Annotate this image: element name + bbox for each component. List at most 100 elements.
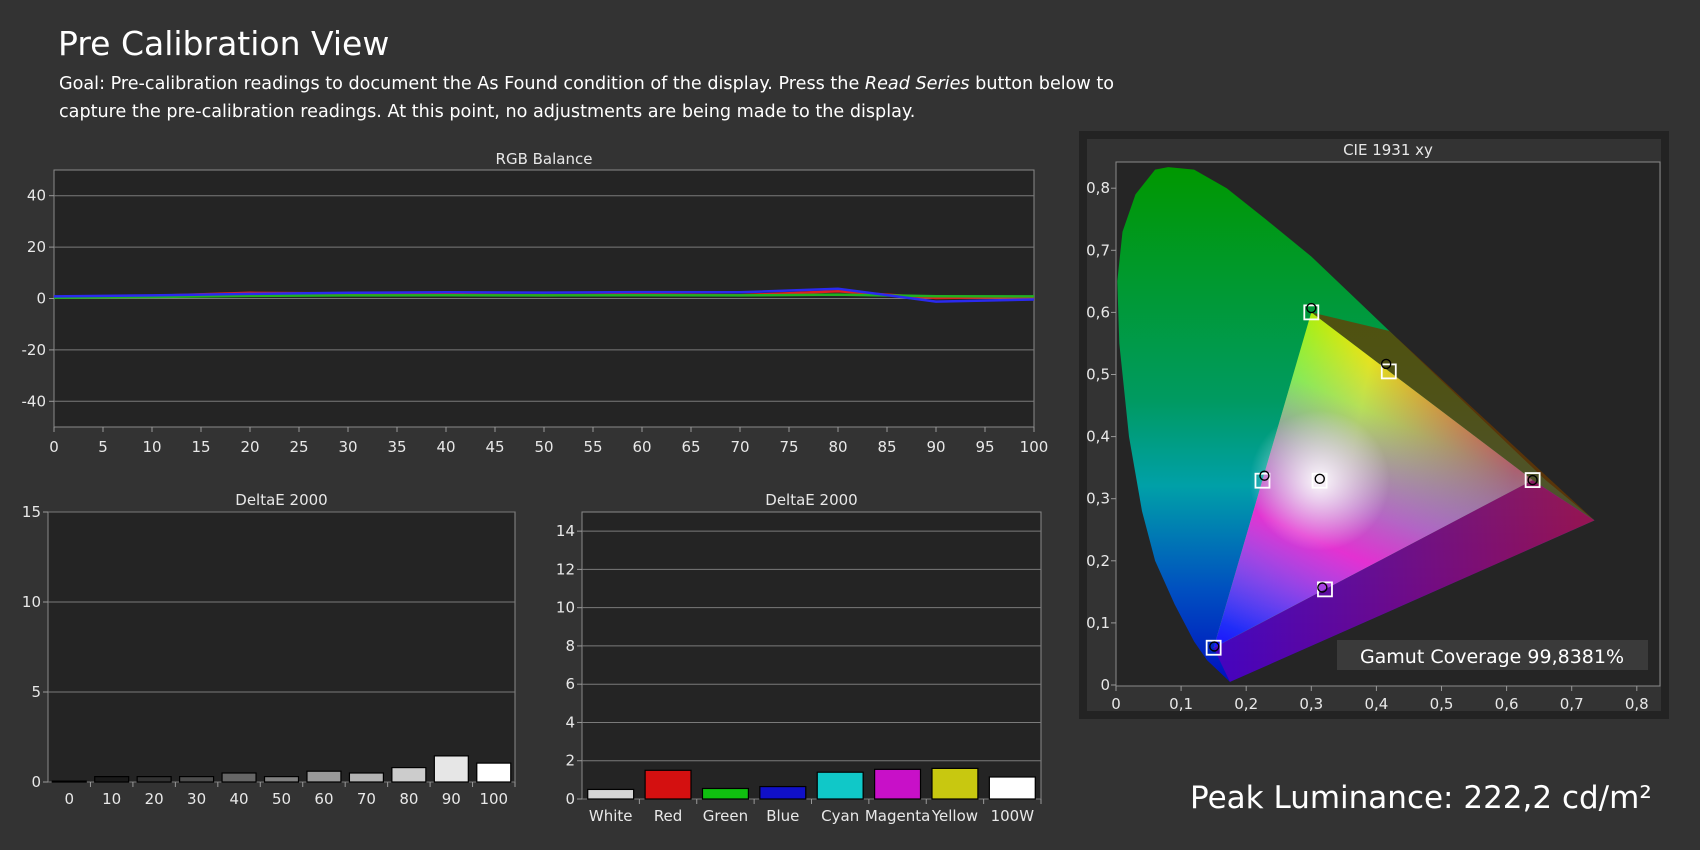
grey-y-tick-label: 5: [31, 683, 41, 701]
cie-plot-area: [1115, 161, 1661, 687]
cie-x-tick-label: 0,7: [1560, 695, 1584, 713]
cie-panel-frame: [1079, 131, 1669, 719]
cie-target-square: [1254, 472, 1271, 489]
cie-measured-point: [1209, 641, 1220, 652]
color-x-tick-label: Magenta: [865, 807, 930, 825]
cie-x-tick-label: 0,4: [1364, 695, 1388, 713]
rgb-x-tick-label: 50: [534, 438, 553, 456]
rgb-series-line-2: [53, 287, 1035, 303]
cie-x-tick-label: 0,5: [1430, 695, 1454, 713]
goal-text-end: button below to capture the pre-calibrat…: [59, 74, 1115, 122]
color-x-tick-label: Yellow: [931, 807, 978, 825]
cie-x-tick-label: 0,8: [1625, 695, 1649, 713]
grey-x-tick-label: 50: [272, 790, 291, 808]
cie-purple-region: [1213, 480, 1595, 682]
cie-target-square: [1380, 363, 1397, 380]
grey-bar: [306, 770, 342, 783]
cie-y-tick-label: 0,2: [1086, 552, 1110, 570]
color-bar: [701, 787, 749, 800]
grey-bar: [348, 772, 384, 783]
rgb-series-line-1: [53, 293, 1035, 299]
color-x-tick-label: 100W: [991, 807, 1035, 825]
grey-y-tick-label: 15: [22, 503, 41, 521]
rgb-y-tick-label: -20: [22, 341, 47, 359]
grey-bar: [476, 762, 512, 783]
rgb-x-tick-label: 95: [975, 438, 994, 456]
page-title: Pre Calibration View: [58, 24, 390, 63]
cie-x-tick-label: 0,6: [1495, 695, 1519, 713]
cie-measured-point: [1380, 358, 1392, 370]
cie-chart-title: CIE 1931 xy: [1343, 141, 1433, 159]
color-y-tick-label: 4: [565, 713, 575, 731]
cie-x-tick-label: 0: [1111, 695, 1121, 713]
cie-y-tick-label: 0: [1100, 676, 1110, 694]
grey-bar: [263, 775, 300, 783]
cie-measured-point: [1306, 302, 1317, 314]
color-x-tick-label: Cyan: [821, 807, 859, 825]
grey-x-tick-label: 10: [102, 790, 121, 808]
color-bar: [816, 771, 864, 800]
rgb-x-tick-label: 75: [779, 438, 798, 456]
rgb-y-tick-label: 0: [36, 290, 46, 308]
cie-target-square: [1524, 472, 1541, 488]
color-bar: [759, 785, 807, 800]
rgb-x-tick-label: 35: [387, 438, 406, 456]
cie-y-tick-label: 0,4: [1086, 428, 1110, 446]
rgb-x-tick-label: 10: [142, 438, 161, 456]
goal-text-start: Goal: Pre-calibration readings to docume…: [59, 74, 865, 94]
rgb-x-tick-label: 15: [191, 438, 210, 456]
rgb-x-tick-label: 45: [485, 438, 504, 456]
color-y-tick-label: 0: [565, 790, 575, 808]
grey-bar: [136, 775, 172, 783]
grey-x-tick-label: 100: [479, 790, 508, 808]
color-x-tick-label: Green: [703, 807, 748, 825]
grey-bar: [51, 780, 87, 783]
peak-luminance: Peak Luminance: 222,2 cd/m²: [1190, 780, 1652, 816]
color-bar: [988, 776, 1036, 800]
color-y-tick-label: 12: [556, 560, 575, 578]
rgb-x-tick-label: 85: [877, 438, 896, 456]
grey-x-tick-label: 80: [399, 790, 418, 808]
cie-y-tick-label: 0,5: [1086, 366, 1110, 384]
rgb-x-tick-label: 70: [730, 438, 749, 456]
grey-bar: [179, 775, 215, 783]
grey-x-tick-label: 0: [64, 790, 74, 808]
rgb-y-tick-label: 20: [27, 238, 46, 256]
cie-y-tick-label: 0,1: [1086, 614, 1110, 632]
grey-bar: [94, 775, 130, 783]
cie-measured-point: [1527, 474, 1538, 486]
rgb-x-tick-label: 20: [240, 438, 259, 456]
cie-orange-region: [1311, 312, 1595, 521]
cie-spectral-locus: [1117, 167, 1595, 682]
grey-y-tick-label: 10: [22, 593, 41, 611]
rgb-plot-area: [53, 169, 1035, 428]
rgb-x-tick-label: 100: [1020, 438, 1049, 456]
rgb-y-tick-label: 40: [27, 187, 46, 205]
color-y-tick-label: 14: [556, 522, 575, 540]
cie-measured-point: [1317, 582, 1328, 593]
rgb-x-tick-label: 5: [98, 438, 108, 456]
cie-gamut-triangle: [1213, 312, 1533, 648]
cie-target-square: [1303, 304, 1320, 321]
read-series-emphasis: Read Series: [864, 74, 970, 94]
grey-chart-title: DeltaE 2000: [235, 491, 327, 509]
rgb-x-tick-label: 65: [681, 438, 700, 456]
grey-x-tick-label: 70: [357, 790, 376, 808]
cie-y-tick-label: 0,7: [1086, 241, 1110, 259]
cie-white-glow: [1249, 410, 1390, 551]
grey-bar: [433, 755, 469, 783]
cie-measured-point: [1259, 470, 1270, 481]
cie-gamut-magenta-overlay: [1213, 312, 1533, 648]
rgb-y-tick-label: -40: [22, 392, 47, 410]
color-chart-title: DeltaE 2000: [765, 491, 857, 509]
cie-gamut-blue-overlay: [1213, 312, 1533, 648]
cie-y-tick-label: 0,8: [1086, 179, 1110, 197]
cie-measured-point: [1314, 473, 1325, 485]
cie-target-square: [1205, 639, 1222, 656]
color-bar: [644, 769, 692, 800]
gamut-coverage-box: [1337, 640, 1648, 670]
grey-bar: [391, 766, 427, 783]
grey-plot-area: [47, 511, 516, 783]
